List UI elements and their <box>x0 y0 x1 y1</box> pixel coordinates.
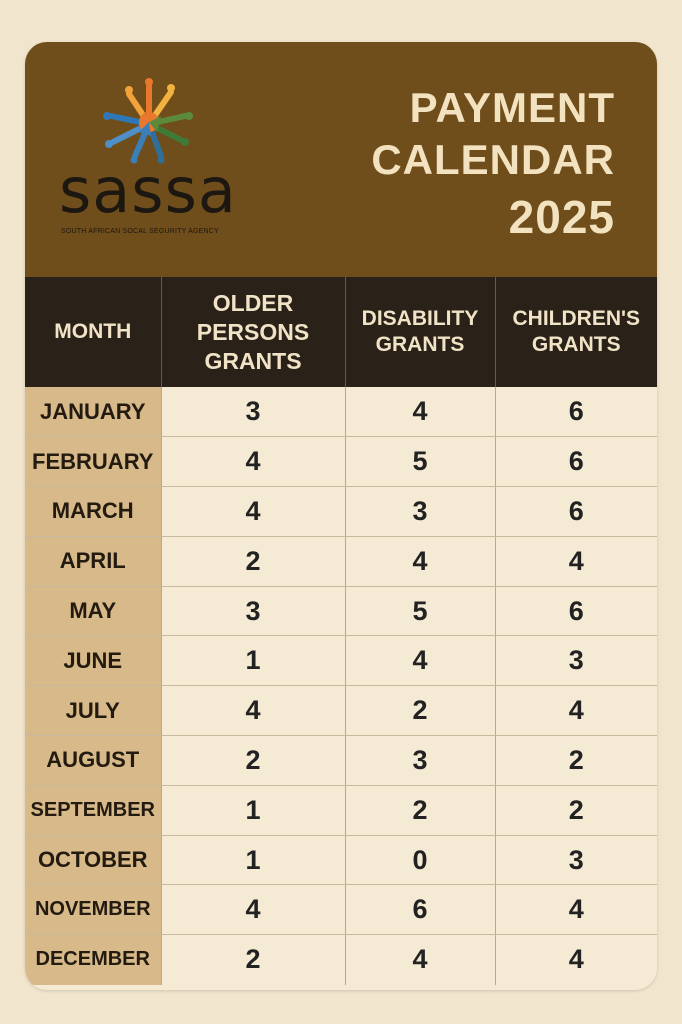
table-row: MAY 3 5 6 <box>25 586 657 637</box>
table-row: JANUARY 3 4 6 <box>25 387 657 438</box>
childrens-cell: 4 <box>495 685 657 737</box>
older-persons-cell: 3 <box>161 586 346 637</box>
payment-calendar-card: sassa SOUTH AFRICAN SOCAL SEGURITY AGENC… <box>25 42 657 990</box>
title-line-calendar: CALENDAR <box>371 136 615 183</box>
table-row: AUGUST 2 3 2 <box>25 735 657 786</box>
disability-cell: 2 <box>345 785 496 836</box>
older-persons-cell: 4 <box>161 486 346 537</box>
payment-table: MONTH OLDER PERSONS GRANTS DISABILITY GR… <box>25 277 657 985</box>
sassa-logo-icon <box>103 78 193 164</box>
month-cell: JULY <box>25 685 162 737</box>
older-persons-cell: 2 <box>161 735 346 786</box>
disability-cell: 0 <box>345 835 496 886</box>
title-year: 2025 <box>508 191 615 243</box>
table-header-row: MONTH OLDER PERSONS GRANTS DISABILITY GR… <box>25 277 657 387</box>
older-persons-cell: 2 <box>161 934 346 985</box>
header-older-persons-grants: OLDER PERSONS GRANTS <box>161 277 346 387</box>
older-persons-cell: 1 <box>161 835 346 886</box>
disability-cell: 6 <box>345 884 496 936</box>
header-children-line-1: CHILDREN'S <box>512 307 641 330</box>
header-older-line-1: OLDER <box>212 289 294 316</box>
month-cell: SEPTEMBER <box>25 785 162 836</box>
childrens-cell: 4 <box>495 536 657 587</box>
table-row: MARCH 4 3 6 <box>25 486 657 537</box>
older-persons-cell: 1 <box>161 785 346 836</box>
sassa-wordmark: sassa <box>59 154 237 227</box>
older-persons-cell: 4 <box>161 436 346 488</box>
childrens-cell: 4 <box>568 944 584 975</box>
table-row: NOVEMBER 4 6 4 <box>25 884 657 936</box>
table-row: DECEMBER 2 4 4 <box>25 934 657 985</box>
disability-cell: 4 <box>345 536 496 587</box>
older-persons-cell: 1 <box>161 635 346 687</box>
header-older-line-2: PERSONS <box>196 318 310 345</box>
month-cell: FEBRUARY <box>25 436 162 488</box>
month-cell: AUGUST <box>25 735 162 786</box>
disability-cell: 5 <box>345 586 496 637</box>
childrens-cell: 6 <box>495 586 657 637</box>
disability-cell: 2 <box>345 685 496 737</box>
table-row: SEPTEMBER 1 2 2 <box>25 785 657 836</box>
disability-cell: 3 <box>345 486 496 537</box>
sassa-subtitle: SOUTH AFRICAN SOCAL SEGURITY AGENCY <box>61 228 219 235</box>
childrens-cell: 6 <box>495 436 657 488</box>
table-row: JUNE 1 4 3 <box>25 635 657 687</box>
month-cell: APRIL <box>25 536 162 587</box>
header-month: MONTH <box>25 277 162 387</box>
header-disability-grants: DISABILITY GRANTS <box>345 277 496 387</box>
header-disability-line-2: GRANTS <box>375 333 465 356</box>
table-row: FEBRUARY 4 5 6 <box>25 436 657 488</box>
page-title: PAYMENT CALENDAR 2025 <box>371 82 615 246</box>
header-band: sassa SOUTH AFRICAN SOCAL SEGURITY AGENC… <box>25 42 657 277</box>
disability-cell: 5 <box>345 436 496 488</box>
month-cell: JANUARY <box>25 387 162 438</box>
month-cell: MARCH <box>25 486 162 537</box>
table-row: JULY 4 2 4 <box>25 685 657 737</box>
childrens-cell: 2 <box>495 785 657 836</box>
month-cell: NOVEMBER <box>25 884 162 936</box>
older-persons-cell: 3 <box>161 387 346 438</box>
childrens-cell: 3 <box>495 635 657 687</box>
disability-cell: 4 <box>345 934 496 985</box>
childrens-cell: 4 <box>495 884 657 936</box>
month-cell: JUNE <box>25 635 162 687</box>
childrens-cell: 3 <box>495 835 657 886</box>
month-cell: OCTOBER <box>25 835 162 886</box>
header-disability-line-1: DISABILITY <box>361 307 479 330</box>
header-children-line-2: GRANTS <box>531 333 621 356</box>
childrens-cell: 2 <box>495 735 657 786</box>
title-line-payment: PAYMENT <box>409 84 615 131</box>
disability-cell: 4 <box>345 635 496 687</box>
older-persons-cell: 4 <box>161 884 346 936</box>
month-cell: MAY <box>25 586 162 637</box>
header-older-line-3: GRANTS <box>204 347 302 374</box>
older-persons-cell: 2 <box>161 536 346 587</box>
childrens-cell: 6 <box>495 387 657 438</box>
childrens-cell: 6 <box>495 486 657 537</box>
header-childrens-grants: CHILDREN'S GRANTS <box>495 277 657 387</box>
table-row: OCTOBER 1 0 3 <box>25 835 657 886</box>
disability-cell: 4 <box>345 387 496 438</box>
table-row: APRIL 2 4 4 <box>25 536 657 587</box>
older-persons-cell: 4 <box>161 685 346 737</box>
disability-cell: 3 <box>345 735 496 786</box>
month-cell: DECEMBER <box>25 934 162 985</box>
